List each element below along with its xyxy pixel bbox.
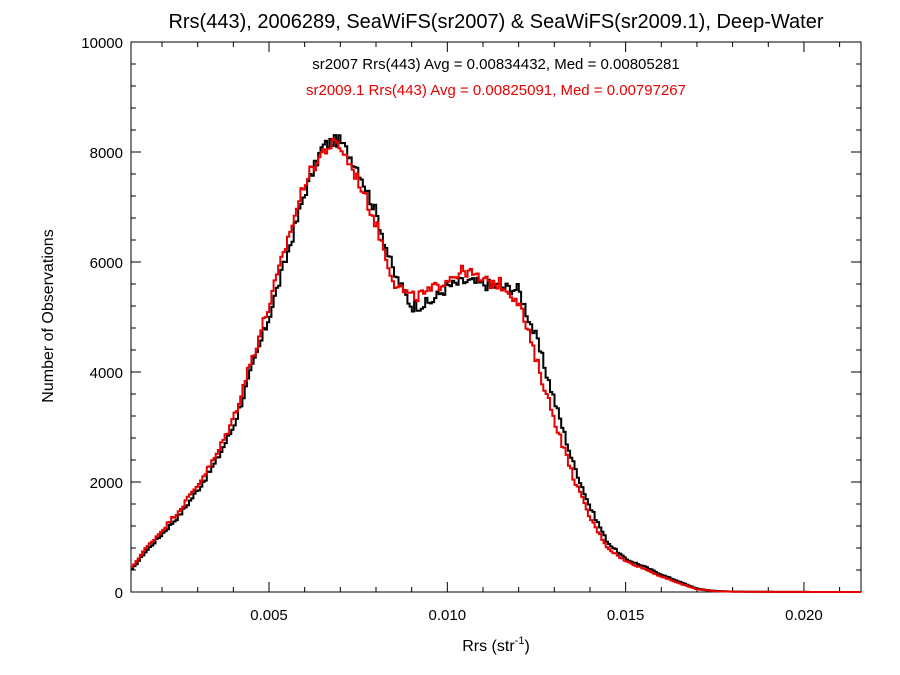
annotation-sr2007: sr2007 Rrs(443) Avg = 0.00834432, Med = … bbox=[312, 56, 680, 73]
x-axis-title: Rrs (str-1) bbox=[462, 635, 530, 655]
y-axis: 0 2000 4000 6000 8000 10000 bbox=[81, 35, 861, 602]
series-layer bbox=[131, 134, 861, 593]
chart-title: Rrs(443), 2006289, SeaWiFS(sr2007) & Sea… bbox=[168, 11, 823, 33]
x-axis-title-text: Rrs (str bbox=[462, 638, 515, 655]
x-tick-label: 0.010 bbox=[429, 607, 467, 624]
x-tick-label: 0.005 bbox=[250, 607, 288, 624]
y-tick-label: 2000 bbox=[90, 475, 123, 492]
annotation-sr2009: sr2009.1 Rrs(443) Avg = 0.00825091, Med … bbox=[306, 82, 686, 99]
y-tick-label: 8000 bbox=[90, 145, 123, 162]
y-axis-title: Number of Observations bbox=[40, 229, 57, 402]
plot-border bbox=[130, 41, 862, 593]
series-sr2009-1-line bbox=[131, 137, 861, 593]
series-sr2007-line bbox=[131, 134, 861, 593]
plot-frame bbox=[130, 41, 862, 593]
y-tick-label: 10000 bbox=[81, 35, 123, 52]
x-tick-label: 0.020 bbox=[785, 607, 823, 624]
y-tick-label: 6000 bbox=[90, 255, 123, 272]
x-axis: 0.005 0.010 0.015 0.020 bbox=[161, 42, 841, 624]
x-axis-title-suffix: ) bbox=[524, 638, 529, 655]
x-tick-label: 0.015 bbox=[607, 607, 645, 624]
y-tick-label: 4000 bbox=[90, 365, 123, 382]
y-tick-label: 0 bbox=[115, 585, 123, 602]
x-axis-title-superscript: -1 bbox=[515, 635, 525, 647]
